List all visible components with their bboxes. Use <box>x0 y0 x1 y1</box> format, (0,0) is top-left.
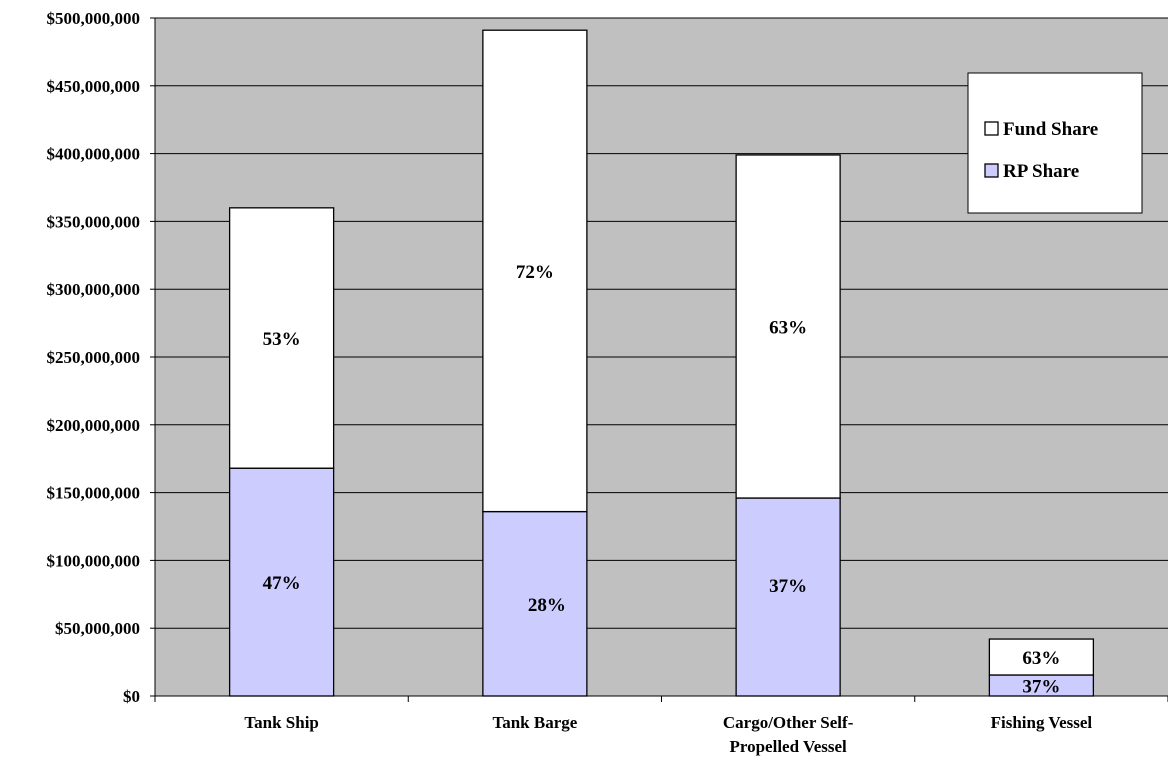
x-tick-label: Tank Ship <box>244 713 319 732</box>
y-tick-label: $300,000,000 <box>47 280 141 299</box>
bar-segment-fund-share <box>735 154 841 499</box>
bar-labels: 47% 53% 28% 72% 37% 63% 37% 63% <box>263 262 1061 698</box>
bar-segment-rp-share <box>482 510 588 697</box>
data-label: 63% <box>1022 648 1060 669</box>
legend-box <box>967 72 1143 214</box>
y-tick-label: $500,000,000 <box>47 9 141 28</box>
bar-segment-rp-share <box>228 467 335 697</box>
y-tick-label: $200,000,000 <box>47 416 141 435</box>
legend-swatch <box>984 163 999 178</box>
data-label: 37% <box>1022 676 1060 697</box>
bar-segment-fund-share <box>228 207 335 469</box>
data-label: 72% <box>516 262 554 283</box>
data-label: 47% <box>263 573 301 594</box>
x-tick-label: Cargo/Other Self- <box>723 713 854 732</box>
legend: Fund Share RP Share <box>967 72 1143 214</box>
legend-label: RP Share <box>1003 161 1079 182</box>
bars <box>228 29 1095 697</box>
data-label: 28% <box>528 595 566 616</box>
x-tick-label: Tank Barge <box>492 713 577 732</box>
y-tick-label: $350,000,000 <box>47 212 141 231</box>
x-axis: Tank Ship Tank Barge Cargo/Other Self- Prop… <box>154 695 1168 756</box>
legend-swatch <box>984 121 999 136</box>
legend-label: Fund Share <box>1003 119 1098 140</box>
y-tick-label: $450,000,000 <box>47 77 141 96</box>
data-label: 63% <box>769 317 807 338</box>
y-tick-label: $0 <box>123 687 140 706</box>
bar-segment-fund-share <box>988 638 1095 676</box>
y-tick-label: $400,000,000 <box>47 145 141 164</box>
data-label: 53% <box>263 329 301 350</box>
y-tick-label: $100,000,000 <box>47 551 141 570</box>
x-tick-label: Fishing Vessel <box>991 713 1093 732</box>
y-axis: $0 $50,000,000 $100,000,000 $150,000,000 $20… <box>47 9 156 706</box>
y-tick-label: $50,000,000 <box>55 619 140 638</box>
data-label: 37% <box>769 576 807 597</box>
bar-segment-fund-share <box>482 29 588 513</box>
y-tick-label: $150,000,000 <box>47 484 141 503</box>
x-tick-label: Propelled Vessel <box>729 737 847 756</box>
y-tick-label: $250,000,000 <box>47 348 141 367</box>
bar-segment-rp-share <box>735 497 841 697</box>
